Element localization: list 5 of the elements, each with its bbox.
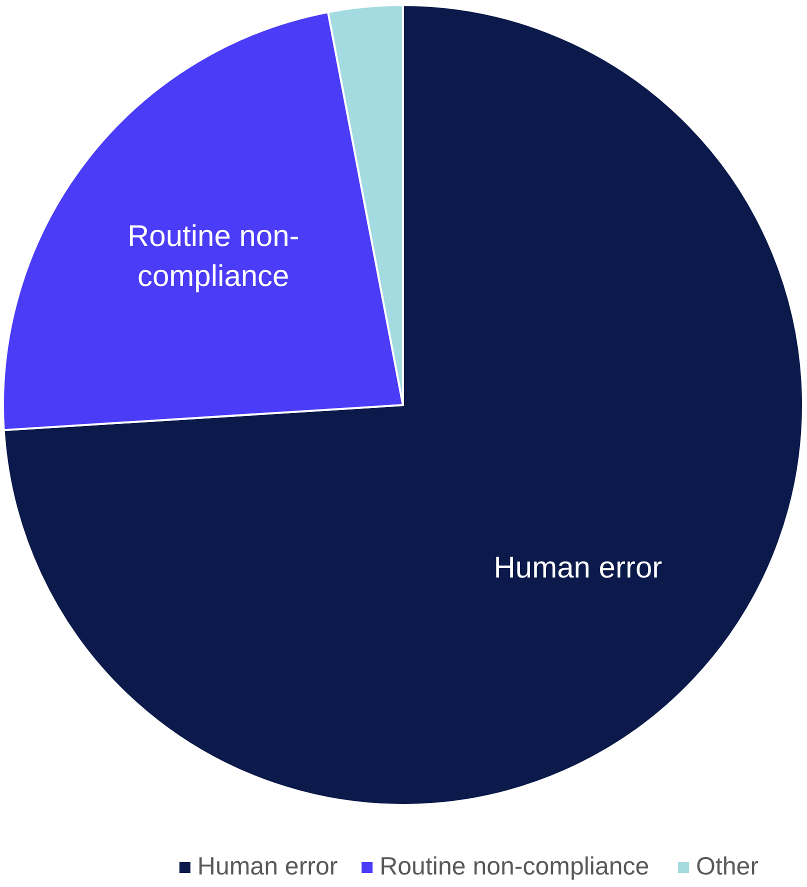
legend-label: Other [696, 852, 759, 881]
slice-label: Routine non-compliance [127, 220, 300, 293]
slice-label: Human error [494, 551, 662, 584]
slice-label: Human error [197, 852, 338, 881]
legend-label: Routine non-compliance [380, 852, 650, 881]
